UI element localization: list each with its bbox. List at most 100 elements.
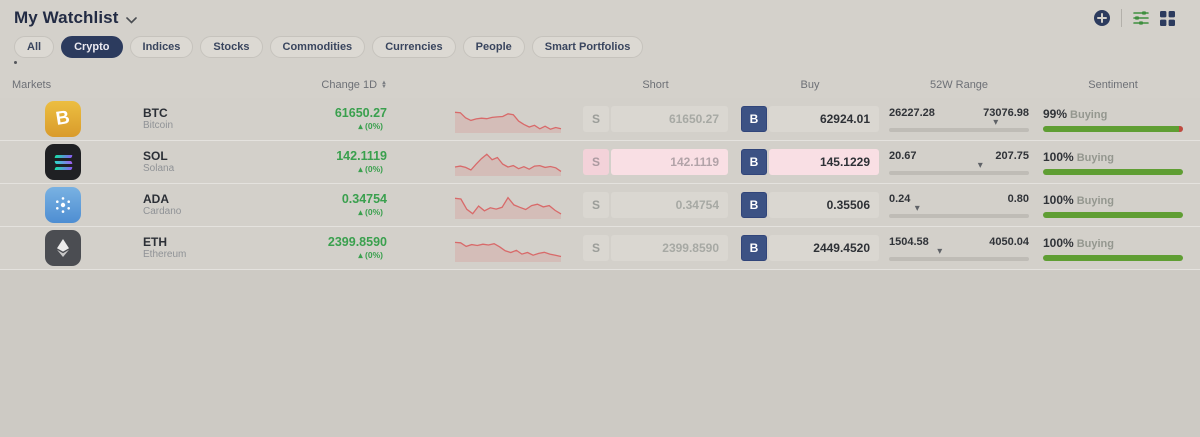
asset-name: Solana — [143, 163, 175, 174]
range-high: 73076.98 — [983, 106, 1029, 119]
buy-letter: B — [741, 149, 767, 175]
table-row[interactable]: ADA Cardano 0.34754 ▴ (0%) S 0.34754 B 0… — [0, 184, 1200, 227]
sentiment-word: Buying — [1076, 151, 1114, 164]
range-high: 0.80 — [1007, 192, 1029, 205]
buy-price: 145.1229 — [769, 149, 879, 175]
table-header: Markets Change 1D ▲ ▼ Short Buy 52W Range… — [0, 72, 1200, 98]
range-marker-icon: ▾ — [977, 159, 983, 171]
watchlist-title-dropdown[interactable]: My Watchlist — [14, 8, 138, 29]
buy-button[interactable]: B 0.35506 — [741, 192, 879, 218]
range-bar: ▾ — [889, 117, 1029, 132]
sentiment-percent: 99% — [1043, 106, 1068, 121]
short-price: 61650.27 — [611, 106, 728, 132]
short-button[interactable]: S 61650.27 — [583, 106, 728, 132]
sentiment-percent: 100% — [1043, 192, 1074, 207]
sparkline-cell — [387, 190, 583, 220]
col-52w-range: 52W Range — [929, 79, 989, 91]
change-value: 142.1119 — [336, 149, 387, 163]
market-cell[interactable]: B BTC Bitcoin — [0, 101, 250, 137]
sparkline-chart — [454, 153, 562, 176]
col-buy: Buy — [800, 79, 820, 91]
change-value: 0.34754 — [341, 192, 387, 206]
sparkline-cell — [387, 104, 583, 134]
sentiment-word: Buying — [1076, 194, 1114, 207]
range-low: 1504.58 — [889, 235, 929, 248]
sentiment-percent: 100% — [1043, 149, 1074, 164]
short-button[interactable]: S 0.34754 — [583, 192, 728, 218]
plus-circle-icon[interactable] — [1093, 9, 1111, 27]
asset-symbol: ETH — [143, 235, 167, 249]
sparkline-cell — [387, 147, 583, 177]
sparkline-cell — [387, 233, 583, 263]
page-title: My Watchlist — [14, 8, 119, 27]
filter-tab-crypto[interactable]: Crypto — [61, 36, 123, 58]
grid-icon[interactable] — [1160, 10, 1175, 26]
page-background — [0, 270, 1200, 437]
table-row[interactable]: SOL Solana 142.1119 ▴ (0%) S 142.1119 B … — [0, 141, 1200, 184]
buy-button[interactable]: B 145.1229 — [741, 149, 879, 175]
filter-tab-people[interactable]: People — [462, 36, 525, 58]
asset-symbol: SOL — [143, 149, 168, 163]
sentiment-percent: 100% — [1043, 235, 1074, 250]
sliders-icon[interactable] — [1132, 10, 1150, 26]
range-cell: 20.67 207.75 ▾ — [889, 150, 1043, 175]
filter-tab-currencies[interactable]: Currencies — [372, 36, 456, 58]
short-price: 0.34754 — [611, 192, 728, 218]
short-price: 2399.8590 — [611, 235, 728, 261]
sparkline-chart — [454, 196, 562, 219]
col-sentiment: Sentiment — [1088, 79, 1138, 91]
asset-name: Ethereum — [143, 249, 187, 260]
range-marker-icon: ▾ — [937, 245, 943, 257]
change-percent: ▴ (0%) — [358, 121, 383, 131]
buy-button[interactable]: B 2449.4520 — [741, 235, 879, 261]
range-low: 26227.28 — [889, 106, 935, 119]
col-change-label: Change 1D — [321, 79, 378, 91]
market-cell[interactable]: ADA Cardano — [0, 187, 250, 223]
range-high: 4050.04 — [989, 235, 1029, 248]
filter-tab-stocks[interactable]: Stocks — [200, 36, 263, 58]
change-cell: 142.1119 ▴ (0%) — [250, 149, 387, 175]
asset-symbol: ADA — [143, 192, 169, 206]
asset-symbol: BTC — [143, 106, 168, 120]
cardano-icon — [45, 187, 81, 223]
short-price: 142.1119 — [611, 149, 728, 175]
short-button[interactable]: S 2399.8590 — [583, 235, 728, 261]
range-high: 207.75 — [995, 149, 1029, 162]
table-row[interactable]: B BTC Bitcoin 61650.27 ▴ (0%) S 61650.27… — [0, 98, 1200, 141]
change-cell: 2399.8590 ▴ (0%) — [250, 235, 387, 261]
short-letter: S — [583, 106, 609, 132]
col-short: Short — [642, 79, 669, 91]
range-bar: ▾ — [889, 203, 1029, 218]
up-triangle-icon: ▴ — [358, 164, 363, 174]
filter-tab-commodities[interactable]: Commodities — [269, 36, 366, 58]
filter-tab-smart-portfolios[interactable]: Smart Portfolios — [531, 36, 644, 58]
divider — [1121, 9, 1122, 27]
short-letter: S — [583, 235, 609, 261]
buy-price: 2449.4520 — [769, 235, 879, 261]
buy-button[interactable]: B 62924.01 — [741, 106, 879, 132]
range-low: 20.67 — [889, 149, 917, 162]
market-cell[interactable]: SOL Solana — [0, 144, 250, 180]
market-cell[interactable]: ETH Ethereum — [0, 230, 250, 266]
range-bar: ▾ — [889, 246, 1029, 261]
col-change-1d[interactable]: Change 1D ▲ ▼ — [250, 79, 387, 91]
range-marker-icon: ▾ — [993, 116, 999, 128]
buy-letter: B — [741, 106, 767, 132]
range-cell: 1504.58 4050.04 ▾ — [889, 236, 1043, 261]
sentiment-word: Buying — [1070, 108, 1108, 121]
short-letter: S — [583, 149, 609, 175]
sort-icon[interactable]: ▲ ▼ — [381, 80, 387, 90]
chevron-down-icon[interactable] — [126, 11, 138, 29]
table-row[interactable]: ETH Ethereum 2399.8590 ▴ (0%) S 2399.859… — [0, 227, 1200, 270]
change-percent: ▴ (0%) — [358, 164, 383, 174]
sentiment-cell: 100% Buying — [1043, 236, 1200, 261]
buy-price: 62924.01 — [769, 106, 879, 132]
filter-tab-all[interactable]: All — [14, 36, 55, 58]
filter-tab-indices[interactable]: Indices — [129, 36, 194, 58]
header-actions — [1093, 9, 1175, 27]
short-button[interactable]: S 142.1119 — [583, 149, 728, 175]
range-low: 0.24 — [889, 192, 911, 205]
sentiment-bar — [1043, 168, 1183, 175]
sparkline-chart — [454, 111, 562, 133]
change-value: 61650.27 — [334, 106, 387, 120]
